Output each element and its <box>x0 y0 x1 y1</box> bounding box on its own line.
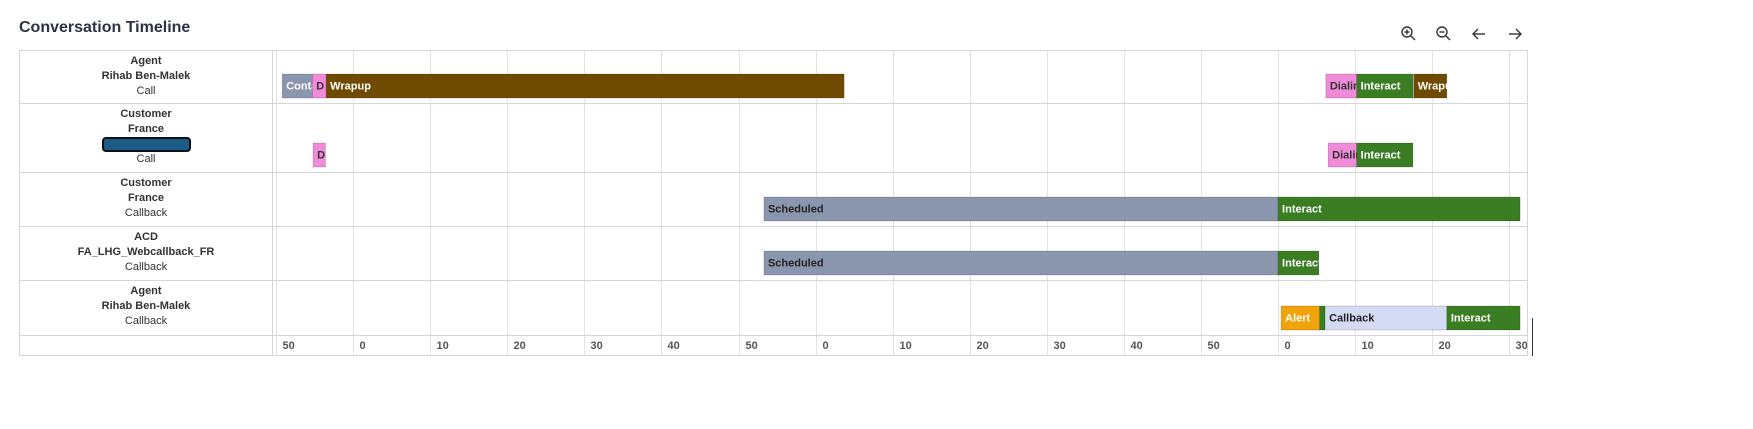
segment <box>763 250 1279 276</box>
segment <box>1413 73 1448 99</box>
x-tick-label: 10 <box>437 340 449 352</box>
x-tick-label: 40 <box>1131 340 1143 352</box>
segment-label: Dialin <box>1332 149 1362 161</box>
row-label: FA_LHG_Webcallback_FR <box>78 246 215 258</box>
segment <box>763 196 1279 222</box>
segment-label: Interact <box>1282 257 1322 269</box>
segment <box>1327 142 1357 168</box>
segment-label: D <box>317 149 325 161</box>
segment <box>1325 73 1357 99</box>
x-tick-label: 40 <box>668 340 680 352</box>
segment <box>1356 73 1414 99</box>
segment-label: Wrapu <box>1418 80 1452 92</box>
x-tick-label: 50 <box>746 340 758 352</box>
x-tick-label: 10 <box>900 340 912 352</box>
x-tick-label: 30 <box>1516 340 1528 352</box>
x-tick-label: 30 <box>1054 340 1066 352</box>
row-label: ACD <box>134 231 158 243</box>
panel-title: Conversation Timeline <box>19 19 190 36</box>
segment <box>1356 142 1414 168</box>
segment-label: Interact <box>1451 312 1491 324</box>
x-tick-label: 50 <box>1208 340 1220 352</box>
toolbar <box>1401 26 1522 41</box>
segment-label: Conta <box>286 80 318 92</box>
x-tick-label: 0 <box>823 340 829 352</box>
segment <box>1446 305 1521 331</box>
zoom-in-button[interactable] <box>1401 26 1416 41</box>
segment <box>1319 305 1326 331</box>
segment-label: Scheduled <box>768 203 824 215</box>
row-type: Callback <box>125 261 168 273</box>
segment-label: Interact <box>1361 80 1401 92</box>
x-tick-label: 30 <box>591 340 603 352</box>
segment <box>281 73 313 99</box>
segment <box>1277 196 1521 222</box>
segment-label: Interact <box>1282 203 1322 215</box>
segment <box>1324 305 1448 331</box>
segment <box>1280 305 1320 331</box>
segment-label: Interact <box>1361 149 1401 161</box>
row-label: Customer <box>120 177 172 189</box>
segment-label: Wrapup <box>330 80 371 92</box>
segment <box>325 73 845 99</box>
redacted-field <box>102 137 191 152</box>
x-tick-label: 0 <box>360 340 366 352</box>
segment <box>1277 250 1320 276</box>
segment-label: D <box>316 80 324 92</box>
row-label: Agent <box>130 55 162 67</box>
row-label: Customer <box>120 108 172 120</box>
row-label: Rihab Ben-Malek <box>102 70 192 82</box>
row-label: France <box>128 123 164 135</box>
x-tick-label: 20 <box>1439 340 1451 352</box>
x-tick-label: 10 <box>1362 340 1374 352</box>
scroll-right-button[interactable] <box>1509 28 1522 40</box>
table-border <box>19 50 1528 356</box>
zoom-out-button[interactable] <box>1436 26 1451 41</box>
x-tick-label: 0 <box>1285 340 1291 352</box>
segment-label: Callback <box>1329 312 1375 324</box>
row-type: Call <box>137 85 156 97</box>
x-tick-label: 50 <box>283 340 295 352</box>
row-label: Rihab Ben-Malek <box>102 300 192 312</box>
row-label: France <box>128 192 164 204</box>
row-label: Agent <box>130 285 162 297</box>
row-type: Call <box>137 153 156 165</box>
scroll-left-button[interactable] <box>1472 28 1485 40</box>
x-tick-label: 20 <box>514 340 526 352</box>
segment-label: Dialin <box>1330 80 1360 92</box>
row-type: Callback <box>125 315 168 327</box>
row-type: Callback <box>125 207 168 219</box>
segment <box>312 142 326 168</box>
x-tick-label: 20 <box>977 340 989 352</box>
segment-label: Alert <box>1285 312 1310 324</box>
segment-label: Scheduled <box>768 257 824 269</box>
